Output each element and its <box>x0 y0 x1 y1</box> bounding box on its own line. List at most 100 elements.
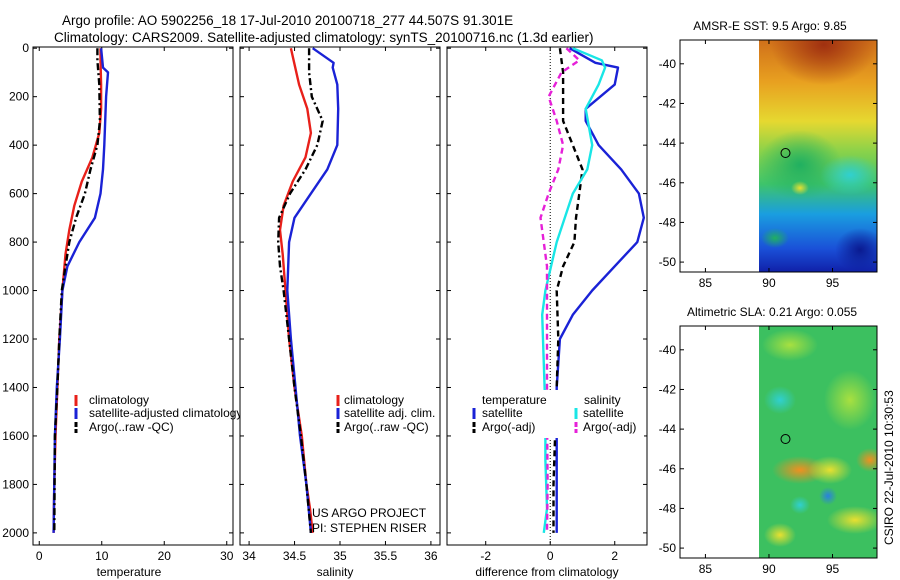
salinity-legend: climatology satellite adj. clim. Argo(..… <box>336 393 435 434</box>
series-line-argo-raw-qc- <box>53 48 102 533</box>
x-tick-label: 35 <box>333 549 347 563</box>
salinity-ticks: 34 34.5 35 35.5 36 <box>240 47 440 563</box>
y-tick-label: -46 <box>659 176 677 190</box>
sst-field-warm <box>759 40 877 130</box>
series-line-temperature-satellite <box>555 47 645 533</box>
sst-map-ticks: 85 90 95 -40 -42 -44 -46 -48 -50 <box>659 40 877 290</box>
difference-legend: temperature salinity satellite Argo(-adj… <box>470 390 644 438</box>
x-tick-label: 85 <box>699 276 713 290</box>
sla-map-frame <box>679 325 878 559</box>
x-tick-label: 34.5 <box>283 549 307 563</box>
sla-map-panel: Altimetric SLA: 0.21 Argo: 0.055 85 90 95 -… <box>659 305 878 576</box>
sla-blob-8 <box>827 506 877 534</box>
x-tick-label: 90 <box>762 562 776 576</box>
y-tick-label: 1800 <box>2 477 29 491</box>
sst-eddy-navy <box>835 228 877 272</box>
y-tick-label: -48 <box>659 501 677 515</box>
difference-xlabel: difference from climatology <box>475 565 618 579</box>
x-tick-label: 0 <box>36 549 43 563</box>
y-tick-label: -50 <box>659 541 677 555</box>
sla-blob-7 <box>790 496 810 514</box>
x-tick-label: 85 <box>699 562 713 576</box>
figure-title-line1: Argo profile: AO 5902256_18 17-Jul-2010 … <box>62 13 514 28</box>
legend-label-sal-argo: Argo(-adj) <box>583 420 636 434</box>
sla-blob-1 <box>762 329 818 361</box>
x-tick-label: -2 <box>480 549 491 563</box>
series-line-temperature-argo-adj- <box>552 48 584 533</box>
legend-header-temperature: temperature <box>482 393 547 407</box>
legend-label-argo: Argo(..raw -QC) <box>89 420 174 434</box>
sla-blob-5 <box>856 448 877 472</box>
legend-label-satellite: satellite-adjusted climatology <box>89 406 242 420</box>
y-tick-label: 400 <box>9 138 29 152</box>
legend-label-climatology: climatology <box>344 393 404 407</box>
y-tick-label: 1200 <box>2 332 29 346</box>
legend-header-salinity: salinity <box>584 393 621 407</box>
y-tick-label: -42 <box>659 96 677 110</box>
y-tick-label: 1000 <box>2 284 29 298</box>
x-tick-label: 2 <box>611 549 618 563</box>
sla-blob-10 <box>764 386 796 414</box>
x-tick-label: 20 <box>158 549 172 563</box>
x-tick-label: 35.5 <box>374 549 398 563</box>
sst-map-title: AMSR-E SST: 9.5 Argo: 9.85 <box>693 19 847 33</box>
y-tick-label: -50 <box>659 255 677 269</box>
sst-map-panel: AMSR-E SST: 9.5 Argo: 9.85 85 90 95 -40 -42 -… <box>659 19 878 290</box>
pi-label: PI: STEPHEN RISER <box>312 521 427 535</box>
figure-title-line2: Climatology: CARS2009. Satellite-adjuste… <box>54 30 594 45</box>
x-tick-label: 0 <box>547 549 554 563</box>
temperature-axes-frame <box>32 46 234 546</box>
argo-float-marker <box>780 434 791 445</box>
y-tick-label: -46 <box>659 462 677 476</box>
series-line-argo-raw-qc- <box>277 48 324 534</box>
x-tick-label: 90 <box>762 276 776 290</box>
sla-blob-9 <box>764 523 796 547</box>
sst-map-frame <box>679 39 878 273</box>
legend-label-argo: Argo(..raw -QC) <box>344 420 429 434</box>
x-tick-label: 95 <box>826 276 840 290</box>
legend-label-sal-satellite: satellite <box>583 406 624 420</box>
y-tick-label: 600 <box>9 187 29 201</box>
y-tick-label: -44 <box>659 422 677 436</box>
x-tick-label: 34 <box>242 549 256 563</box>
difference-ticks: -2 0 2 <box>447 47 647 563</box>
legend-label-temp-argo: Argo(-adj) <box>482 420 535 434</box>
sla-map-ticks: 85 90 95 -40 -42 -44 -46 -48 -50 <box>659 326 877 576</box>
sla-map-title: Altimetric SLA: 0.21 Argo: 0.055 <box>687 305 857 319</box>
salinity-xlabel: salinity <box>317 565 354 579</box>
y-tick-label: 2000 <box>2 526 29 540</box>
salinity-panel: 34 34.5 35 35.5 36 salinity climatology sate… <box>239 46 441 579</box>
x-tick-label: 10 <box>95 549 109 563</box>
temperature-panel: 0 10 20 30 0 200 400 600 800 1000 1200 1400 1600 1800… <box>2 41 242 579</box>
legend-label-climatology: climatology <box>89 393 149 407</box>
y-tick-label: -40 <box>659 343 677 357</box>
x-tick-label: 95 <box>826 562 840 576</box>
y-tick-label: 0 <box>22 41 29 55</box>
argo-float-marker <box>780 148 791 159</box>
sst-field <box>758 40 877 272</box>
y-tick-label: -48 <box>659 215 677 229</box>
x-tick-label: 36 <box>424 549 438 563</box>
sst-eddy-yellow <box>791 181 809 195</box>
y-tick-label: 1400 <box>2 380 29 394</box>
salinity-axes-frame <box>239 46 441 546</box>
project-label: US ARGO PROJECT <box>312 506 427 520</box>
temperature-legend: climatology satellite-adjusted climatolo… <box>74 393 242 434</box>
timestamp-stamp: CSIRO 22-Jul-2010 10:30:53 <box>882 390 896 545</box>
sst-eddy-green-2 <box>761 228 789 248</box>
y-tick-label: 200 <box>9 90 29 104</box>
sla-blob-2 <box>824 370 876 430</box>
sla-blob-6 <box>819 487 837 505</box>
y-tick-label: 1600 <box>2 429 29 443</box>
y-tick-label: -42 <box>659 382 677 396</box>
temperature-xlabel: temperature <box>97 565 162 579</box>
legend-label-satellite: satellite adj. clim. <box>344 406 435 420</box>
y-tick-label: 800 <box>9 235 29 249</box>
legend-bg-salinity <box>568 390 644 438</box>
sla-field <box>759 326 877 558</box>
sla-blob-4 <box>808 456 852 484</box>
y-tick-label: -44 <box>659 136 677 150</box>
x-tick-label: 30 <box>220 549 234 563</box>
sst-eddy-cyan <box>820 155 877 195</box>
